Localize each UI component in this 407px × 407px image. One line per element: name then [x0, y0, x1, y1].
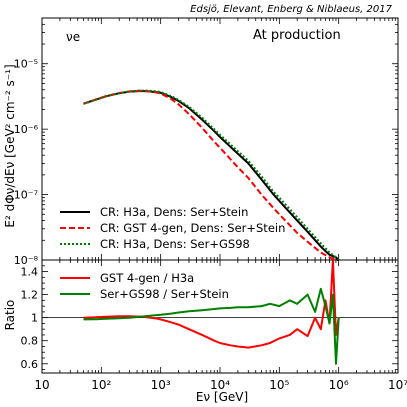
- x-tick-label: 10³: [151, 378, 171, 392]
- top-y-tick-label: 10⁻⁵: [14, 58, 38, 71]
- top-y-tick-label: 10⁻⁷: [14, 189, 38, 202]
- legend-label: CR: H3a, Dens: Ser+GS98: [100, 237, 250, 251]
- x-tick-label: 10: [34, 378, 49, 392]
- top-series-3-line: [83, 89, 340, 261]
- flavor-label: νe: [66, 30, 80, 44]
- ratio-y-tick-label: 1: [31, 312, 38, 325]
- top-y-tick-label: 10⁻⁶: [14, 123, 39, 136]
- top-y-tick-label: 10⁻⁸: [14, 254, 39, 267]
- flux-panel: 10⁻⁸ 10⁻⁷ 10⁻⁶ 10⁻⁵ CR: H3a, Dens: Ser+Stein…: [14, 17, 399, 267]
- x-tick-label: 10²: [91, 378, 111, 392]
- ratio-y-axis-label: Ratio: [3, 300, 17, 331]
- ratio-y-tick-label: 0.8: [21, 335, 39, 348]
- x-tick-label: 10⁵: [269, 378, 289, 392]
- at-production-annotation: At production: [253, 28, 341, 43]
- ratio-y-tick-label: 1.4: [21, 266, 39, 279]
- chart-title: Edsjö, Elevant, Enberg & Niblaeus, 2017: [190, 4, 392, 15]
- ratio-legend-label: Ser+GS98 / Ser+Stein: [100, 287, 229, 301]
- x-tick-label: 10⁴: [210, 378, 230, 392]
- legend-label: CR: H3a, Dens: Ser+Stein: [100, 205, 248, 219]
- x-tick-label: 10⁶: [329, 378, 349, 392]
- ratio-legend-label: GST 4-gen / H3a: [100, 271, 194, 285]
- ratio-y-tick-label: 1.2: [21, 289, 39, 302]
- top-y-axis-label: E² dΦν/dEν [GeV² cm⁻² s⁻¹]: [3, 64, 17, 227]
- x-tick-label: 10⁷: [388, 378, 407, 392]
- ratio-series-2-line: [83, 287, 340, 365]
- ratio-y-tick-label: 0.6: [21, 358, 39, 371]
- x-axis-label: Eν [GeV]: [196, 390, 248, 404]
- legend-label: CR: GST 4-gen, Dens: Ser+Stein: [100, 221, 285, 235]
- ratio-panel: 10 10² 10³ 10⁴ 10⁵ 10⁶ 10⁷ 0.6 0.8 1 1.2 1.4 GST 4-g…: [21, 259, 407, 392]
